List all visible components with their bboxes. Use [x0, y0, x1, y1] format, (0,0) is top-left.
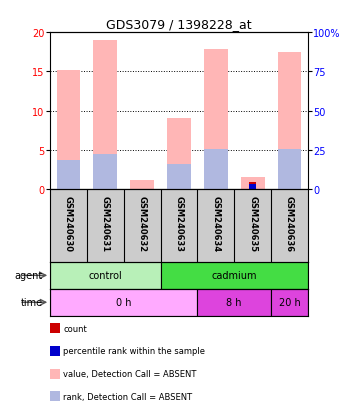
Text: agent: agent	[15, 271, 43, 281]
Text: time: time	[21, 297, 43, 308]
Bar	[167, 119, 191, 190]
Text: GSM240630: GSM240630	[64, 196, 73, 252]
Bar	[93, 41, 117, 190]
Bar	[271, 289, 308, 316]
Text: GSM240635: GSM240635	[248, 196, 257, 252]
Text: cadmium: cadmium	[212, 271, 257, 281]
Text: GSM240631: GSM240631	[101, 196, 110, 252]
Bar	[57, 71, 81, 190]
Bar	[204, 50, 228, 190]
Bar	[167, 165, 191, 190]
Bar	[93, 154, 117, 190]
Bar	[249, 183, 256, 190]
Bar	[197, 289, 271, 316]
Bar	[204, 149, 228, 190]
Bar	[130, 180, 154, 190]
Bar	[241, 178, 265, 190]
Text: GSM240636: GSM240636	[285, 196, 294, 252]
Text: rank, Detection Call = ABSENT: rank, Detection Call = ABSENT	[63, 392, 192, 401]
Title: GDS3079 / 1398228_at: GDS3079 / 1398228_at	[106, 17, 252, 31]
Text: 20 h: 20 h	[279, 297, 300, 308]
Text: GSM240633: GSM240633	[174, 196, 184, 252]
Text: control: control	[88, 271, 122, 281]
Bar	[57, 161, 81, 190]
Bar	[277, 53, 301, 190]
Bar	[277, 150, 301, 190]
Text: percentile rank within the sample: percentile rank within the sample	[63, 347, 205, 356]
Bar	[50, 289, 197, 316]
Text: GSM240632: GSM240632	[138, 196, 147, 252]
Bar	[249, 185, 256, 190]
Bar	[50, 262, 161, 289]
Text: GSM240634: GSM240634	[211, 196, 220, 252]
Text: 8 h: 8 h	[227, 297, 242, 308]
Text: count: count	[63, 324, 87, 333]
Bar	[161, 262, 308, 289]
Text: value, Detection Call = ABSENT: value, Detection Call = ABSENT	[63, 369, 197, 378]
Text: 0 h: 0 h	[116, 297, 131, 308]
